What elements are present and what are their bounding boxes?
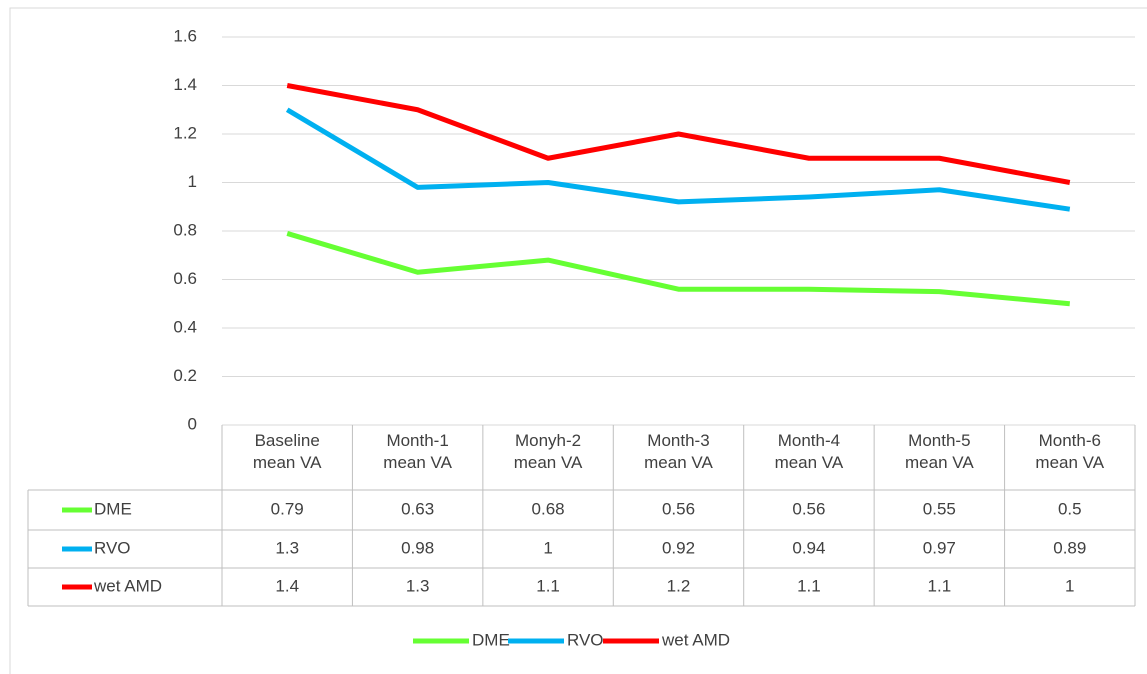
table-value: 0.56 (662, 499, 695, 518)
y-tick-label: 0 (188, 414, 197, 433)
table-value: 0.89 (1053, 538, 1086, 557)
legend-label: wet AMD (661, 630, 730, 649)
x-tick-label: Month-3 mean VA (644, 431, 713, 472)
table-value: 0.68 (532, 499, 565, 518)
table-value: 1 (543, 538, 552, 557)
table-value: 1.1 (928, 576, 952, 595)
y-tick-label: 0.4 (173, 317, 197, 336)
table-value: 0.55 (923, 499, 956, 518)
x-tick-label: Month-6 mean VA (1035, 431, 1105, 472)
x-tick-label: Month-1 mean VA (383, 431, 452, 472)
table-value: 1 (1065, 576, 1074, 595)
table-value: 0.63 (401, 499, 434, 518)
table-value: 1.1 (536, 576, 560, 595)
table-value: 1.3 (275, 538, 299, 557)
y-tick-label: 0.2 (173, 366, 197, 385)
x-tick-label-box: Month-1 mean VA (383, 431, 452, 472)
table-value: 1.1 (797, 576, 821, 595)
x-tick-label-box: Monyh-2 mean VA (513, 431, 583, 472)
x-tick-label: Month-5 mean VA (905, 431, 974, 472)
series-line (286, 83, 1071, 185)
table-value: 0.98 (401, 538, 434, 557)
x-tick-label-box: Month-4 mean VA (774, 431, 844, 472)
x-tick-label-box: Month-5 mean VA (905, 431, 974, 472)
table-series-name: RVO (94, 538, 131, 557)
table-value: 0.5 (1058, 499, 1082, 518)
table-value: 1.3 (406, 576, 430, 595)
series-line (286, 231, 1071, 307)
x-tick-label: Baseline mean VA (252, 431, 322, 472)
x-tick-label-box: Baseline mean VA (252, 431, 322, 472)
table-value: 0.56 (792, 499, 825, 518)
legend-label: RVO (567, 630, 604, 649)
y-tick-label: 0.6 (173, 269, 197, 288)
series-line (285, 107, 1071, 212)
y-tick-label: 0.8 (173, 220, 197, 239)
table-value: 1.4 (275, 576, 299, 595)
x-tick-label: Monyh-2 mean VA (513, 431, 583, 472)
table-value: 1.2 (667, 576, 691, 595)
table-value: 0.92 (662, 538, 695, 557)
x-tick-label-box: Month-6 mean VA (1035, 431, 1105, 472)
x-tick-label: Month-4 mean VA (774, 431, 844, 472)
table-value: 0.97 (923, 538, 956, 557)
table-series-name: wet AMD (93, 576, 162, 595)
y-tick-label: 1 (188, 172, 197, 191)
table-value: 0.94 (792, 538, 825, 557)
y-tick-label: 1.6 (173, 26, 197, 45)
legend-label: DME (472, 630, 510, 649)
table-value: 0.79 (271, 499, 304, 518)
table-series-name: DME (94, 499, 132, 518)
x-tick-label-box: Month-3 mean VA (644, 431, 713, 472)
y-tick-label: 1.4 (173, 75, 197, 94)
chart-border (9, 7, 1147, 674)
y-tick-label: 1.2 (173, 123, 197, 142)
